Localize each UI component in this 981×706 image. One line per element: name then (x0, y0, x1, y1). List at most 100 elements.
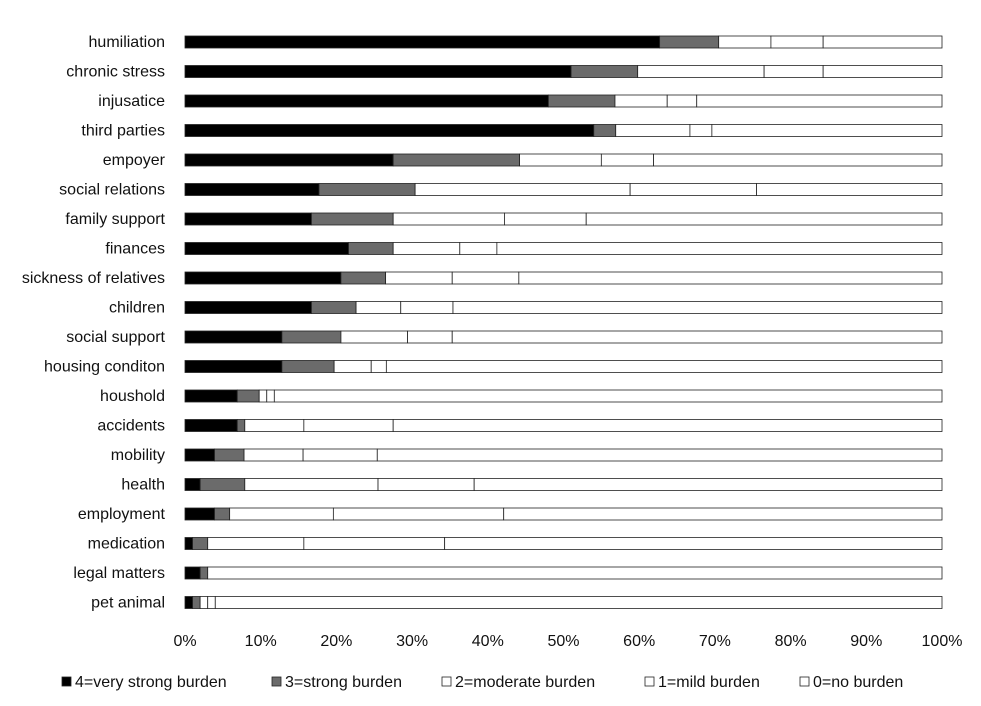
bar-segment-injusatice-s4 (696, 94, 943, 108)
bar-segment-pet-animal-s1 (192, 596, 201, 609)
bar-segment-humiliation-s1 (659, 35, 720, 49)
category-label-humiliation: humiliation (89, 34, 165, 51)
bar-segment-empoyer-s2 (519, 153, 602, 167)
bar-segment-chronic-stress-s1 (570, 65, 639, 78)
category-label-family-support: family support (65, 211, 165, 228)
x-tick-label: 90% (850, 633, 882, 650)
bar-segment-legal-matters-s4 (207, 566, 943, 580)
category-label-health: health (121, 477, 165, 494)
bar-segment-employment-s0 (184, 507, 215, 521)
x-tick-label: 80% (775, 633, 807, 650)
bar-segment-medication-s0 (184, 537, 193, 550)
bar-segment-empoyer-s3 (600, 153, 654, 167)
bar-segment-housing-conditon-s4 (385, 360, 943, 373)
x-tick-label: 60% (623, 633, 655, 650)
bar-segment-health-s3 (377, 478, 475, 491)
x-tick-label: 20% (320, 633, 352, 650)
bar-segment-employment-s2 (229, 507, 334, 521)
bar-segment-accidents-s1 (236, 419, 246, 432)
bar-segment-social-relations-s4 (756, 183, 943, 196)
bar-segment-mobility-s1 (214, 448, 245, 462)
bar-segment-children-s3 (400, 301, 454, 314)
bar-segment-social-relations-s2 (414, 183, 631, 196)
bar-segment-sickness-of-relatives-s1 (340, 271, 387, 285)
bar-segment-medication-s2 (207, 537, 305, 550)
bar-segment-family-support-s1 (311, 212, 394, 226)
bar-segment-humiliation-s2 (718, 35, 772, 49)
category-labels: humiliation chronic stress injusatice third… (22, 34, 166, 612)
legend: 4=very strong burden 3=strong burden 2=mod… (61, 674, 903, 691)
bar-segment-sickness-of-relatives-s3 (451, 271, 520, 285)
bar-segment-employment-s1 (214, 507, 231, 521)
x-tick-labels: 0% 10% 20% 30% 40% 50% 60% 70% 80% 90% 100% (173, 633, 962, 650)
bar-segment-accidents-s2 (244, 419, 305, 432)
bar-segment-injusatice-s3 (666, 94, 698, 108)
bar-segment-health-s2 (244, 478, 379, 491)
bar-segment-houshold-s4 (273, 389, 943, 403)
legend-swatch-4 (799, 676, 810, 687)
bar-segment-injusatice-s0 (184, 94, 549, 108)
bar-segment-finances-s3 (459, 242, 498, 255)
bar-segment-injusatice-s1 (547, 94, 616, 108)
legend-swatch-0 (61, 676, 72, 687)
bar-segment-children-s0 (184, 301, 312, 314)
bar-segment-social-relations-s0 (184, 183, 320, 196)
x-tick-label: 100% (922, 633, 963, 650)
legend-swatch-2 (441, 676, 452, 687)
bar-segment-mobility-s4 (376, 448, 943, 462)
legend-label-0: 4=very strong burden (75, 674, 227, 691)
x-tick-label: 10% (245, 633, 277, 650)
bar-segment-mobility-s0 (184, 448, 215, 462)
legend-label-4: 0=no burden (813, 674, 903, 691)
bar-segment-houshold-s1 (236, 389, 260, 403)
bar-segment-social-support-s2 (340, 330, 408, 344)
bar-segment-houshold-s3 (266, 389, 275, 403)
category-label-legal-matters: legal matters (73, 565, 165, 582)
bar-segment-family-support-s2 (392, 212, 505, 226)
bar-segment-pet-animal-s3 (207, 596, 216, 609)
bar-segment-third-parties-s2 (615, 124, 691, 137)
bar-segment-chronic-stress-s4 (822, 65, 943, 78)
bar-segment-housing-conditon-s2 (333, 360, 372, 373)
bar-segment-family-support-s3 (504, 212, 587, 226)
bar-segment-accidents-s3 (303, 419, 394, 432)
bar-segment-sickness-of-relatives-s2 (385, 271, 453, 285)
bar-segment-legal-matters-s0 (184, 566, 201, 580)
x-tick-label: 50% (547, 633, 579, 650)
x-tick-label: 0% (173, 633, 196, 650)
bar-segment-medication-s4 (444, 537, 943, 550)
bar-segment-third-parties-s1 (593, 124, 617, 137)
bar-segment-third-parties-s4 (711, 124, 943, 137)
category-label-medication: medication (88, 536, 165, 553)
bar-segment-mobility-s2 (243, 448, 304, 462)
bar-segment-finances-s2 (392, 242, 461, 255)
category-label-third-parties: third parties (81, 123, 165, 140)
bar-segment-children-s4 (452, 301, 943, 314)
category-label-social-support: social support (66, 329, 165, 346)
bar-segment-humiliation-s4 (822, 35, 943, 49)
bar-segment-accidents-s0 (184, 419, 238, 432)
bar-segment-housing-conditon-s3 (370, 360, 387, 373)
category-label-chronic-stress: chronic stress (66, 64, 165, 81)
legend-label-2: 2=moderate burden (455, 674, 595, 691)
legend-label-3: 1=mild burden (658, 674, 760, 691)
bar-segment-social-relations-s3 (629, 183, 757, 196)
bar-segment-health-s4 (473, 478, 943, 491)
bar-segment-pet-animal-s0 (184, 596, 193, 609)
x-tick-label: 30% (396, 633, 428, 650)
category-label-houshold: houshold (100, 388, 165, 405)
category-label-empoyer: empoyer (103, 152, 166, 169)
category-label-sickness-of-relatives: sickness of relatives (22, 270, 165, 287)
category-label-mobility: mobility (111, 447, 165, 464)
legend-label-1: 3=strong burden (285, 674, 402, 691)
legend-swatch-3 (644, 676, 655, 687)
bar-segment-housing-conditon-s0 (184, 360, 283, 373)
bar-segment-chronic-stress-s0 (184, 65, 572, 78)
bar-segment-third-parties-s0 (184, 124, 595, 137)
bars-group (184, 35, 943, 609)
bar-segment-health-s1 (199, 478, 246, 491)
bar-segment-social-relations-s1 (318, 183, 416, 196)
bar-segment-finances-s0 (184, 242, 349, 255)
bar-segment-housing-conditon-s1 (281, 360, 335, 373)
